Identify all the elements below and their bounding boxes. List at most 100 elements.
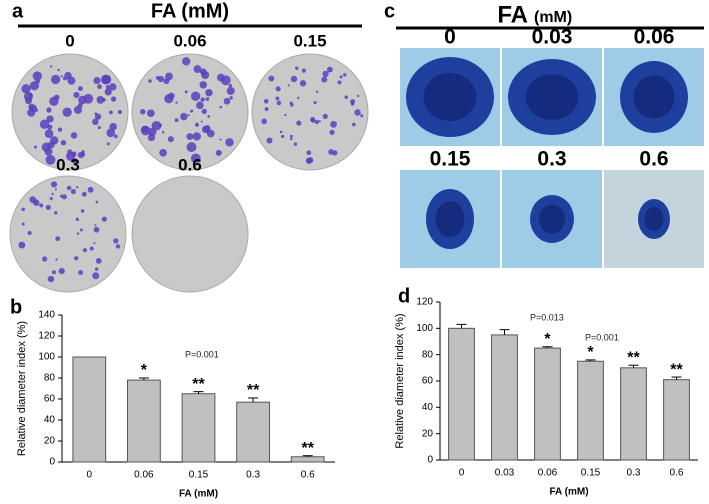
colony	[295, 66, 299, 71]
panel-title: FA	[497, 1, 528, 28]
significance: **	[627, 349, 640, 366]
colony	[193, 65, 202, 73]
colony	[54, 188, 57, 191]
colony	[106, 128, 115, 138]
colony	[158, 123, 162, 127]
colony	[264, 107, 269, 112]
bar	[72, 356, 107, 463]
colony	[93, 77, 101, 85]
colony	[357, 94, 360, 98]
colony	[47, 275, 55, 283]
colony	[51, 270, 56, 275]
colony	[32, 71, 42, 81]
colony	[45, 204, 51, 210]
colony	[339, 75, 343, 79]
colony	[39, 119, 50, 130]
colony	[343, 73, 347, 77]
colony	[155, 75, 160, 80]
panel-letter: c	[384, 0, 395, 22]
colony	[102, 98, 106, 102]
annotation: P=0.001	[185, 349, 219, 359]
colony	[360, 114, 364, 118]
x-tick-label: 0.06	[134, 470, 154, 481]
colony	[196, 101, 204, 110]
colony	[289, 101, 293, 105]
colony	[190, 109, 194, 113]
colony	[151, 120, 162, 131]
annotation: P=0.013	[530, 312, 564, 322]
y-tick-label: 0	[427, 455, 433, 466]
colony	[45, 154, 56, 165]
colony	[33, 145, 37, 149]
y-tick-label: 100	[416, 323, 433, 334]
colony	[61, 194, 67, 200]
colony	[76, 232, 80, 235]
colony	[287, 84, 290, 87]
colony	[190, 153, 201, 164]
colony	[28, 103, 35, 110]
spheroid-core	[525, 74, 579, 120]
spheroid-core	[644, 207, 664, 231]
y-tick-label: 40	[422, 402, 434, 413]
colony	[50, 74, 61, 85]
colony	[200, 97, 205, 102]
colony	[322, 70, 329, 78]
colony	[219, 105, 223, 109]
colony	[337, 80, 342, 85]
colony	[113, 134, 118, 139]
x-tick-label: 0.6	[301, 470, 315, 481]
colony	[330, 121, 337, 128]
colony	[350, 102, 355, 106]
colony	[223, 97, 231, 105]
significance: *	[141, 362, 148, 379]
colony	[100, 74, 111, 85]
colony	[92, 118, 99, 126]
colony	[46, 115, 54, 123]
colony	[21, 84, 31, 94]
panel-letter: d	[398, 285, 410, 307]
spheroid-core	[538, 204, 566, 234]
well-label: 0.15	[293, 31, 326, 50]
colony	[75, 186, 79, 189]
spheroid-core	[435, 201, 465, 237]
colony	[180, 112, 188, 121]
colony	[261, 118, 268, 125]
colony	[332, 150, 338, 156]
colony	[263, 98, 269, 104]
colony	[94, 267, 99, 271]
colony	[94, 224, 97, 227]
y-tick-label: 0	[49, 457, 55, 468]
colony	[289, 134, 293, 138]
colony	[146, 109, 155, 118]
colony	[60, 75, 63, 78]
colony	[228, 83, 233, 88]
colony	[57, 68, 60, 72]
colony	[315, 90, 319, 93]
colony	[187, 114, 190, 117]
x-tick-label: 0.3	[627, 468, 641, 479]
colony	[275, 96, 280, 101]
significance: *	[587, 344, 594, 361]
colony	[174, 118, 179, 123]
colony	[39, 203, 44, 208]
colony	[314, 119, 319, 125]
tile-label: 0.3	[537, 148, 566, 171]
bar	[663, 379, 690, 461]
colony	[101, 216, 107, 222]
colony	[205, 88, 213, 97]
colony	[60, 140, 67, 146]
colony	[200, 120, 203, 123]
colony	[95, 200, 99, 204]
y-tick-label: 40	[44, 415, 56, 426]
y-tick-label: 80	[422, 349, 434, 360]
well-label: 0.3	[56, 155, 80, 174]
colony	[21, 207, 25, 212]
significance: **	[192, 376, 205, 393]
colony	[266, 137, 273, 144]
bar	[181, 393, 216, 463]
colony	[92, 272, 100, 280]
well-label: 0.06	[173, 31, 206, 50]
colony	[201, 108, 207, 115]
bar	[491, 334, 518, 461]
colony	[199, 81, 207, 89]
